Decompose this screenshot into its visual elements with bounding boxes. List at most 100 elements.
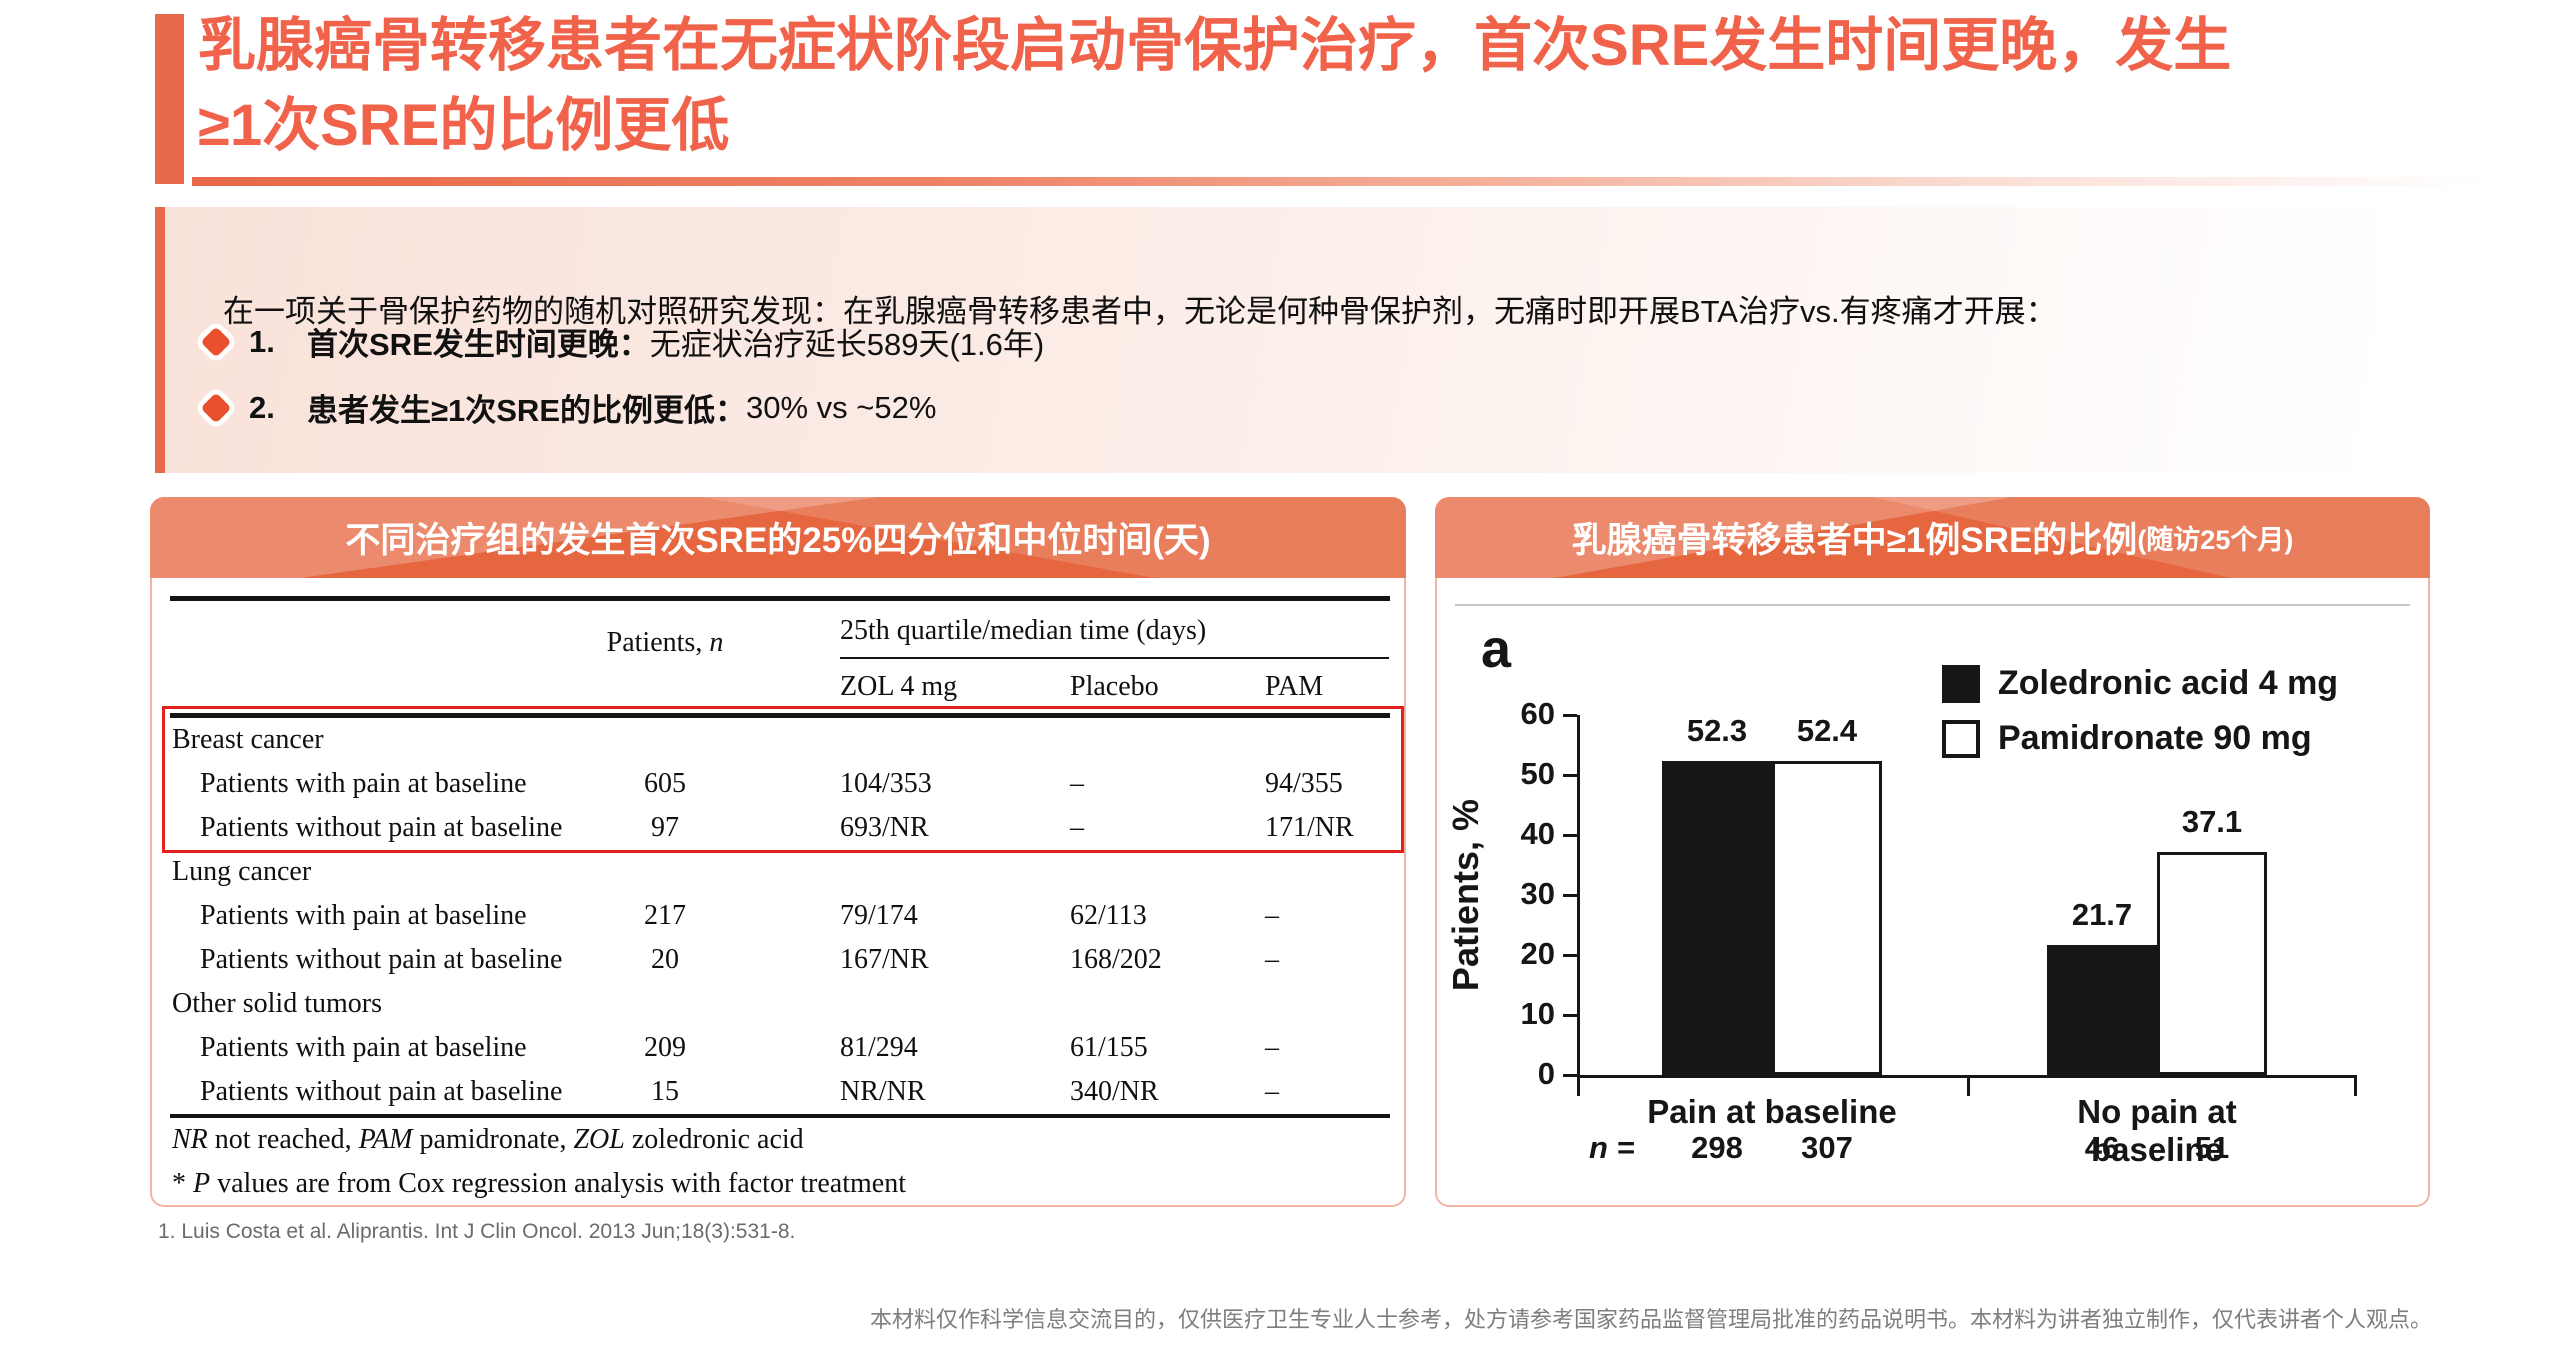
- table-cell: 94/355: [1265, 768, 1343, 799]
- table-cell: 62/113: [1070, 900, 1147, 931]
- table-cell: 97: [651, 812, 679, 843]
- bar-chart: a Patients, % Zoledronic acid 4 mg Pamid…: [1437, 578, 2428, 1205]
- n-value: 298: [1691, 1130, 1743, 1165]
- x-category-label: Pain at baseline: [1647, 1093, 1897, 1130]
- table-cell: [570, 850, 760, 894]
- y-axis-label: Patients, %: [1445, 798, 1486, 992]
- page-title-line2: ≥1次SRE的比例更低: [198, 93, 730, 158]
- key-point-number: 2.: [249, 389, 275, 425]
- n-value: 307: [1801, 1130, 1853, 1165]
- table-corner-cell: [170, 599, 570, 664]
- y-tick-label: 20: [1520, 936, 1555, 971]
- x-tick-mark: [1577, 1075, 1580, 1096]
- chart-panel-header: 乳腺癌骨转移患者中≥1例SRE的比例 (随访25个月): [1435, 497, 2430, 578]
- y-tick-mark: [1563, 1014, 1577, 1017]
- bar-value-label: 52.4: [1796, 713, 1858, 748]
- table-cell: Lung cancer: [172, 856, 312, 887]
- diamond-bullet-icon: [200, 325, 232, 358]
- table-cell: [1205, 982, 1390, 1026]
- key-point-item: 2. 患者发生≥1次SRE的比例更低： 30% vs ~52%: [191, 385, 936, 430]
- bar-value-label: 21.7: [2071, 897, 2133, 932]
- y-tick-label: 60: [1520, 696, 1555, 731]
- table-cell: 217: [644, 900, 686, 931]
- table-row: Patients without pain at baseline 20 167/N…: [170, 938, 1390, 982]
- footer-disclaimer: 本材料仅作科学信息交流目的，仅供医疗卫生专业人士参考，处方请参考国家药品监督管理…: [869, 1307, 2432, 1332]
- key-point-bold: 患者发生≥1次SRE的比例更低：: [307, 393, 746, 428]
- y-tick-mark: [1563, 1074, 1577, 1077]
- n-value: 51: [2194, 1130, 2230, 1165]
- chart-panel-title-suffix: (随访25个月): [2137, 525, 2294, 555]
- x-tick-mark: [1967, 1075, 1970, 1096]
- table-panel-body: Patients, n 25th quartile/median time (d…: [150, 578, 1406, 1207]
- diamond-bullet-icon: [200, 391, 232, 424]
- table-cell: 340/NR: [1070, 1076, 1159, 1107]
- legend-label: Zoledronic acid 4 mg: [1998, 664, 2339, 702]
- table-row: Other solid tumors: [170, 982, 1390, 1026]
- table-cell: Breast cancer: [172, 724, 324, 755]
- figure-top-border: [1455, 604, 2410, 606]
- y-tick-mark: [1563, 894, 1577, 897]
- y-tick-mark: [1563, 834, 1577, 837]
- table-cell: 605: [644, 768, 686, 799]
- table-cell: 693/NR: [840, 812, 929, 843]
- table-cell: 61/155: [1070, 1032, 1148, 1063]
- chart-legend: Zoledronic acid 4 mg Pamidronate 90 mg: [1942, 664, 2338, 774]
- table-body: Breast cancer Patients with pain at basel…: [170, 716, 1390, 1116]
- col-header-zol: ZOL 4 mg: [840, 671, 958, 702]
- key-point-number: 1.: [249, 323, 275, 359]
- bar-zoledronic: [1662, 761, 1772, 1075]
- page-title: 乳腺癌骨转移患者在无症状阶段启动骨保护治疗，首次SRE发生时间更晚，发生 ≥1次…: [198, 6, 2558, 166]
- table-panel-header: 不同治疗组的发生首次SRE的25%四分位和中位时间(天): [150, 497, 1406, 578]
- figure-letter: a: [1481, 619, 1512, 679]
- chart-panel-body: a Patients, % Zoledronic acid 4 mg Pamid…: [1435, 578, 2430, 1207]
- x-category-label: No pain at baseline: [2077, 1093, 2237, 1168]
- key-point-bold: 首次SRE发生时间更晚：: [307, 327, 650, 362]
- n-value: 46: [2084, 1130, 2120, 1165]
- table-cell: [760, 982, 1000, 1026]
- bar-value-label: 52.3: [1686, 713, 1748, 748]
- table-row: Lung cancer: [170, 850, 1390, 894]
- table-cell: [1205, 850, 1390, 894]
- table-cell: Patients with pain at baseline: [200, 1032, 527, 1063]
- breast-cancer-highlight-box: [162, 706, 1404, 853]
- y-axis-line: [1577, 715, 1580, 1078]
- table-cell: 20: [651, 944, 679, 975]
- page-title-line1: 乳腺癌骨转移患者在无症状阶段启动骨保护治疗，首次SRE发生时间更晚，发生: [198, 13, 2232, 78]
- x-tick-mark: [2354, 1075, 2357, 1096]
- footnote-abbreviations: NR not reached, PAM pamidronate, ZOL zol…: [172, 1124, 804, 1155]
- y-tick-label: 0: [1537, 1056, 1555, 1091]
- legend-label: Pamidronate 90 mg: [1998, 719, 2312, 757]
- key-points-lead: 在一项关于骨保护药物的随机对照研究发现：在乳腺癌骨转移患者中，无论是何种骨保护剂…: [223, 294, 2057, 329]
- table-cell: Patients with pain at baseline: [200, 768, 527, 799]
- legend-swatch-black-icon: [1942, 664, 1980, 703]
- bar-value-label: 37.1: [2181, 804, 2243, 839]
- table-cell: –: [1265, 944, 1279, 975]
- key-point-text: 无症状治疗延长589天(1.6年): [649, 327, 1045, 362]
- sre-time-table: Patients, n 25th quartile/median time (d…: [170, 596, 1390, 1118]
- y-tick-label: 50: [1520, 756, 1555, 791]
- bar-zoledronic: [2047, 945, 2157, 1075]
- table-cell: 15: [651, 1076, 679, 1107]
- key-points-box: 在一项关于骨保护药物的随机对照研究发现：在乳腺癌骨转移患者中，无论是何种骨保护剂…: [155, 207, 2377, 473]
- table-footnotes: NR not reached, PAM pamidronate, ZOL zol…: [172, 1118, 906, 1206]
- y-tick-mark: [1563, 954, 1577, 957]
- chart-panel-title: 乳腺癌骨转移患者中≥1例SRE的比例: [1571, 521, 2138, 560]
- table-cell: [1000, 850, 1205, 894]
- reference-citation: 1. Luis Costa et al. Aliprantis. Int J C…: [158, 1220, 796, 1243]
- table-cell: –: [1265, 1076, 1279, 1107]
- col-header-group: 25th quartile/median time (days): [760, 599, 1390, 664]
- legend-item-zoledronic: Zoledronic acid 4 mg: [1942, 664, 2338, 703]
- table-cell: –: [1070, 768, 1084, 799]
- table-cell: Patients without pain at baseline: [200, 1076, 563, 1107]
- table-cell: [1000, 982, 1205, 1026]
- table-cell: –: [1265, 900, 1279, 931]
- table-row: Patients without pain at baseline 97 693/N…: [170, 806, 1390, 850]
- y-tick-label: 30: [1520, 876, 1555, 911]
- key-point-text: 30% vs ~52%: [746, 389, 937, 425]
- table-row: Patients with pain at baseline 605 104/353…: [170, 762, 1390, 806]
- table-cell: –: [1070, 812, 1084, 843]
- col-header-pam: PAM: [1265, 671, 1324, 702]
- legend-item-pamidronate: Pamidronate 90 mg: [1942, 719, 2338, 758]
- table-row: Breast cancer: [170, 716, 1390, 763]
- y-tick-mark: [1563, 774, 1577, 777]
